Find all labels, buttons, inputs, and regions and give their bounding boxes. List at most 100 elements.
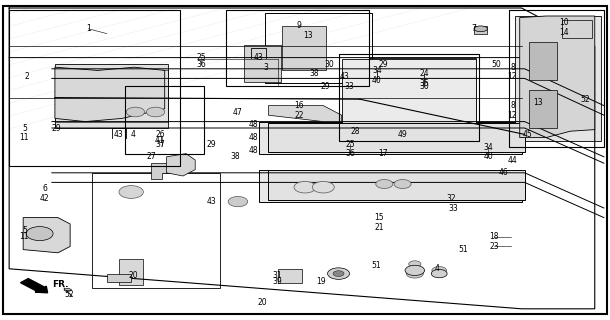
- Circle shape: [409, 261, 421, 267]
- Text: 17: 17: [378, 149, 388, 158]
- Text: 36: 36: [345, 149, 355, 158]
- Text: 23: 23: [489, 242, 499, 251]
- Bar: [244, 45, 281, 82]
- Text: 34: 34: [483, 143, 493, 152]
- Text: 48: 48: [248, 133, 258, 142]
- Polygon shape: [55, 67, 165, 122]
- Text: 16: 16: [294, 101, 304, 110]
- Circle shape: [394, 180, 411, 188]
- Text: 28: 28: [350, 127, 360, 136]
- Text: 31: 31: [273, 271, 282, 280]
- Text: 43: 43: [340, 72, 350, 81]
- Text: 42: 42: [40, 194, 49, 203]
- Circle shape: [312, 181, 334, 193]
- Text: 12: 12: [508, 111, 517, 120]
- Circle shape: [406, 269, 423, 278]
- Circle shape: [432, 267, 447, 274]
- Text: 15: 15: [375, 213, 384, 222]
- Bar: [562, 20, 592, 38]
- Text: 11: 11: [20, 232, 29, 241]
- Text: 33: 33: [448, 204, 458, 212]
- Text: 11: 11: [20, 133, 29, 142]
- Ellipse shape: [474, 26, 487, 32]
- Text: 43: 43: [206, 197, 216, 206]
- Text: 46: 46: [498, 168, 508, 177]
- Circle shape: [330, 269, 347, 278]
- Text: 37: 37: [155, 140, 165, 148]
- Bar: [259, 122, 522, 154]
- Text: 33: 33: [344, 82, 354, 91]
- Circle shape: [333, 271, 344, 276]
- Bar: [268, 123, 525, 152]
- Text: 38: 38: [230, 152, 240, 161]
- Bar: [268, 170, 525, 200]
- Text: 47: 47: [233, 108, 243, 116]
- Text: 32: 32: [447, 194, 456, 203]
- Text: 22: 22: [294, 111, 304, 120]
- Text: 50: 50: [491, 60, 501, 68]
- Text: 30: 30: [325, 60, 334, 68]
- Text: 36: 36: [196, 60, 206, 68]
- Circle shape: [228, 196, 248, 207]
- Bar: [55, 70, 168, 122]
- FancyArrow shape: [21, 279, 48, 293]
- Bar: [92, 173, 220, 288]
- Text: 27: 27: [146, 152, 156, 161]
- Text: 35: 35: [419, 79, 429, 88]
- Text: 49: 49: [398, 130, 407, 139]
- Text: 2: 2: [24, 72, 29, 81]
- Text: 5: 5: [22, 226, 27, 235]
- Text: 6: 6: [42, 184, 47, 193]
- Circle shape: [431, 269, 447, 278]
- Text: 5: 5: [22, 124, 27, 132]
- Text: 13: 13: [533, 98, 543, 107]
- Text: 24: 24: [419, 69, 429, 78]
- Text: 29: 29: [51, 124, 61, 132]
- Bar: [529, 42, 557, 80]
- Text: 29: 29: [321, 82, 331, 91]
- Text: 29: 29: [378, 60, 388, 68]
- Bar: [339, 54, 479, 141]
- Bar: [265, 13, 372, 83]
- Bar: [119, 259, 143, 285]
- Text: 4: 4: [131, 130, 135, 139]
- Polygon shape: [23, 218, 70, 253]
- Circle shape: [328, 268, 350, 279]
- Circle shape: [126, 107, 145, 117]
- Text: 20: 20: [128, 271, 138, 280]
- Text: 30: 30: [419, 82, 429, 91]
- Text: 14: 14: [559, 28, 569, 36]
- Text: 40: 40: [372, 76, 382, 84]
- Text: 3: 3: [263, 63, 268, 72]
- Text: 52: 52: [65, 290, 74, 299]
- Text: 8: 8: [510, 101, 515, 110]
- Text: FR.: FR.: [52, 280, 69, 289]
- Circle shape: [294, 181, 316, 193]
- Bar: [509, 10, 604, 147]
- Text: 51: 51: [459, 245, 468, 254]
- Text: 4: 4: [434, 264, 439, 273]
- Text: 40: 40: [483, 152, 493, 161]
- Bar: [226, 10, 369, 86]
- Circle shape: [405, 265, 425, 276]
- Bar: [125, 86, 204, 154]
- Polygon shape: [151, 163, 170, 179]
- Text: 44: 44: [508, 156, 517, 164]
- Text: 10: 10: [559, 18, 569, 27]
- Text: 29: 29: [206, 140, 216, 148]
- Text: 51: 51: [371, 261, 381, 270]
- Text: 38: 38: [309, 69, 319, 78]
- Text: 39: 39: [273, 277, 282, 286]
- Text: 25: 25: [345, 140, 355, 148]
- Polygon shape: [268, 106, 342, 122]
- Polygon shape: [520, 16, 595, 138]
- Text: 45: 45: [523, 130, 533, 139]
- Bar: [342, 59, 476, 136]
- Text: 12: 12: [508, 72, 517, 81]
- Text: 13: 13: [303, 31, 313, 40]
- Bar: [107, 274, 131, 282]
- Bar: [55, 64, 168, 128]
- Text: 8: 8: [510, 63, 515, 72]
- Text: 21: 21: [375, 223, 384, 232]
- Text: 48: 48: [248, 120, 258, 129]
